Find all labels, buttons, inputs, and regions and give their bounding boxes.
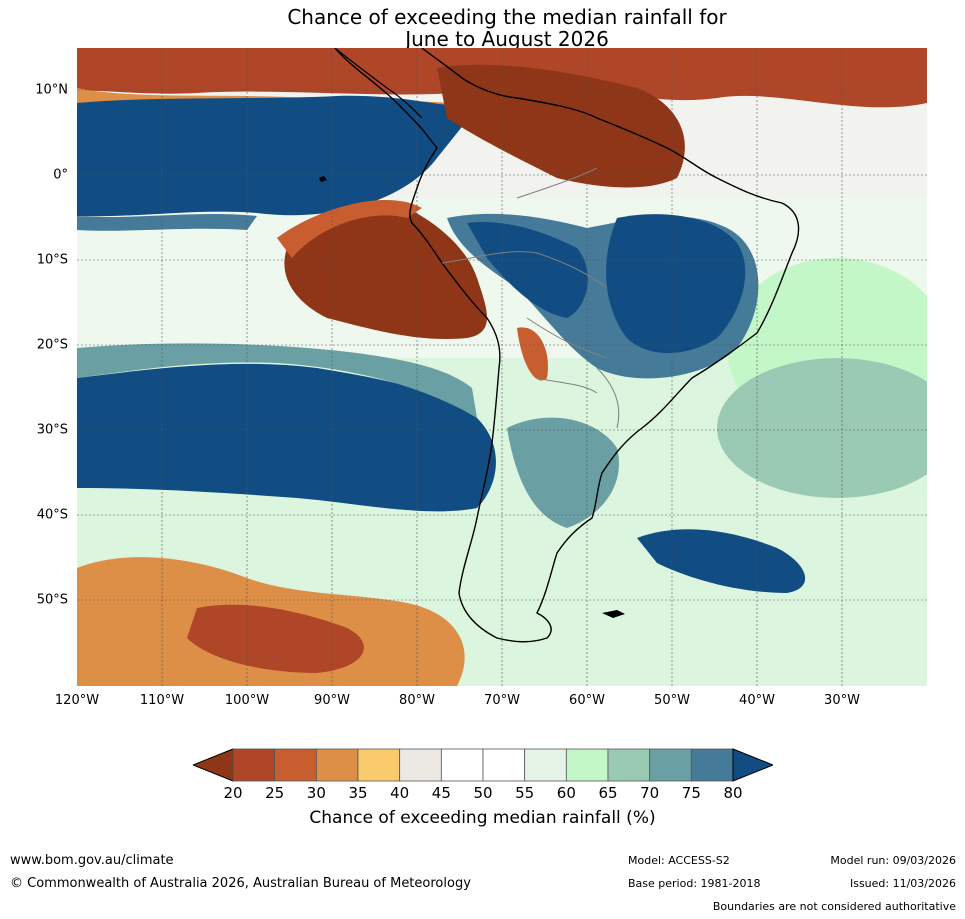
- lon-tick-110w: 110°W: [139, 693, 185, 708]
- map-title-line-2: June to August 2026: [405, 27, 609, 51]
- colorbar-label-75: 75: [681, 784, 701, 802]
- lon-tick-80w: 80°W: [399, 693, 435, 708]
- colorbar-label-20: 20: [223, 784, 243, 802]
- colorbar-segment-35-40: [357, 748, 401, 782]
- lon-tick-40w: 40°W: [739, 693, 775, 708]
- colorbar-label-80: 80: [723, 784, 743, 802]
- footer-issued: Issued: 11/03/2026: [849, 877, 956, 890]
- footer-model: Model: ACCESS-S2: [628, 854, 730, 867]
- footer-copyright: © Commonwealth of Australia 2026, Austra…: [10, 876, 471, 891]
- colorbar-segment-70-75: [649, 748, 692, 782]
- colorbar-low-arrow: [193, 748, 234, 782]
- colorbar-label-70: 70: [640, 784, 660, 802]
- colorbar-segment-60-65: [565, 748, 609, 782]
- footer-base-period: Base period: 1981-2018: [628, 877, 761, 890]
- lat-tick-0: 0°: [53, 167, 68, 183]
- colorbar-segment-40-45: [399, 748, 442, 782]
- field-wet-peru-core: [467, 222, 588, 318]
- footer-model-run: Model run: 09/03/2026: [830, 854, 956, 867]
- colorbar-segment-50-55: [482, 748, 526, 782]
- colorbar-segment-65-70: [607, 748, 651, 782]
- field-dry-southeast-pacific-edge: [277, 199, 422, 258]
- colorbar-segment-30-35: [315, 748, 359, 782]
- colorbar-label-55: 55: [515, 784, 535, 802]
- colorbar-label-25: 25: [265, 784, 285, 802]
- lon-tick-90w: 90°W: [314, 693, 350, 708]
- lat-tick-10s: 10°S: [36, 252, 68, 268]
- lat-tick-20s: 20°S: [36, 337, 68, 353]
- field-teal-atlantic: [717, 358, 927, 498]
- south-america-coastline: [334, 48, 800, 643]
- field-dry-bolivia: [517, 327, 548, 381]
- colorbar-high-arrow: [732, 748, 773, 782]
- colorbar-segment-75-80: [690, 748, 734, 782]
- lat-tick-10n: 10°N: [35, 82, 68, 98]
- map-title-line-1: Chance of exceeding the median rainfall …: [287, 5, 727, 29]
- map-canvas: [77, 48, 927, 686]
- footer-website: www.bom.gov.au/climate: [10, 853, 174, 868]
- colorbar-label-40: 40: [390, 784, 410, 802]
- colorbar-segment-25-30: [274, 748, 317, 782]
- field-wet-brazil-core: [606, 214, 746, 353]
- colorbar-label-60: 60: [556, 784, 576, 802]
- lat-tick-50s: 50°S: [36, 592, 68, 608]
- field-wet-south-pacific: [77, 363, 496, 512]
- field-wet-south-atlantic: [637, 529, 806, 593]
- footer-disclaimer: Boundaries are not considered authoritat…: [712, 900, 956, 913]
- colorbar-label-65: 65: [598, 784, 618, 802]
- colorbar-label-30: 30: [306, 784, 326, 802]
- colorbar-label-35: 35: [348, 784, 368, 802]
- lon-tick-60w: 60°W: [569, 693, 605, 708]
- country-boundaries: [441, 167, 620, 429]
- colorbar-title: Chance of exceeding median rainfall (%): [309, 808, 656, 828]
- falkland-islands: [602, 610, 625, 618]
- rainfall-probability-map: [77, 48, 927, 686]
- field-wet-argentina: [507, 417, 619, 528]
- colorbar-segment-55-60: [524, 748, 567, 782]
- colorbar-segment-20-25: [232, 748, 276, 782]
- lat-tick-40s: 40°S: [36, 507, 68, 523]
- lon-tick-120w: 120°W: [54, 693, 100, 708]
- colorbar-label-45: 45: [431, 784, 451, 802]
- field-wet-south-pacific-edge: [77, 343, 477, 418]
- colorbar-segment-45-50: [440, 748, 484, 782]
- field-wet-equatorial-edge: [77, 214, 257, 231]
- field-dry-southwest-core: [187, 604, 364, 673]
- colorbar-label-50: 50: [473, 784, 493, 802]
- lon-tick-70w: 70°W: [484, 693, 520, 708]
- colorbar: [193, 748, 773, 782]
- field-wet-equatorial-pacific: [77, 95, 477, 217]
- field-dry-southeast-pacific: [284, 205, 487, 339]
- central-america-coastline: [334, 48, 423, 119]
- lon-tick-30w: 30°W: [824, 693, 860, 708]
- lat-tick-30s: 30°S: [36, 422, 68, 438]
- galapagos-islands: [319, 176, 327, 182]
- lon-tick-50w: 50°W: [654, 693, 690, 708]
- graticule: [77, 48, 927, 686]
- lon-tick-100w: 100°W: [224, 693, 270, 708]
